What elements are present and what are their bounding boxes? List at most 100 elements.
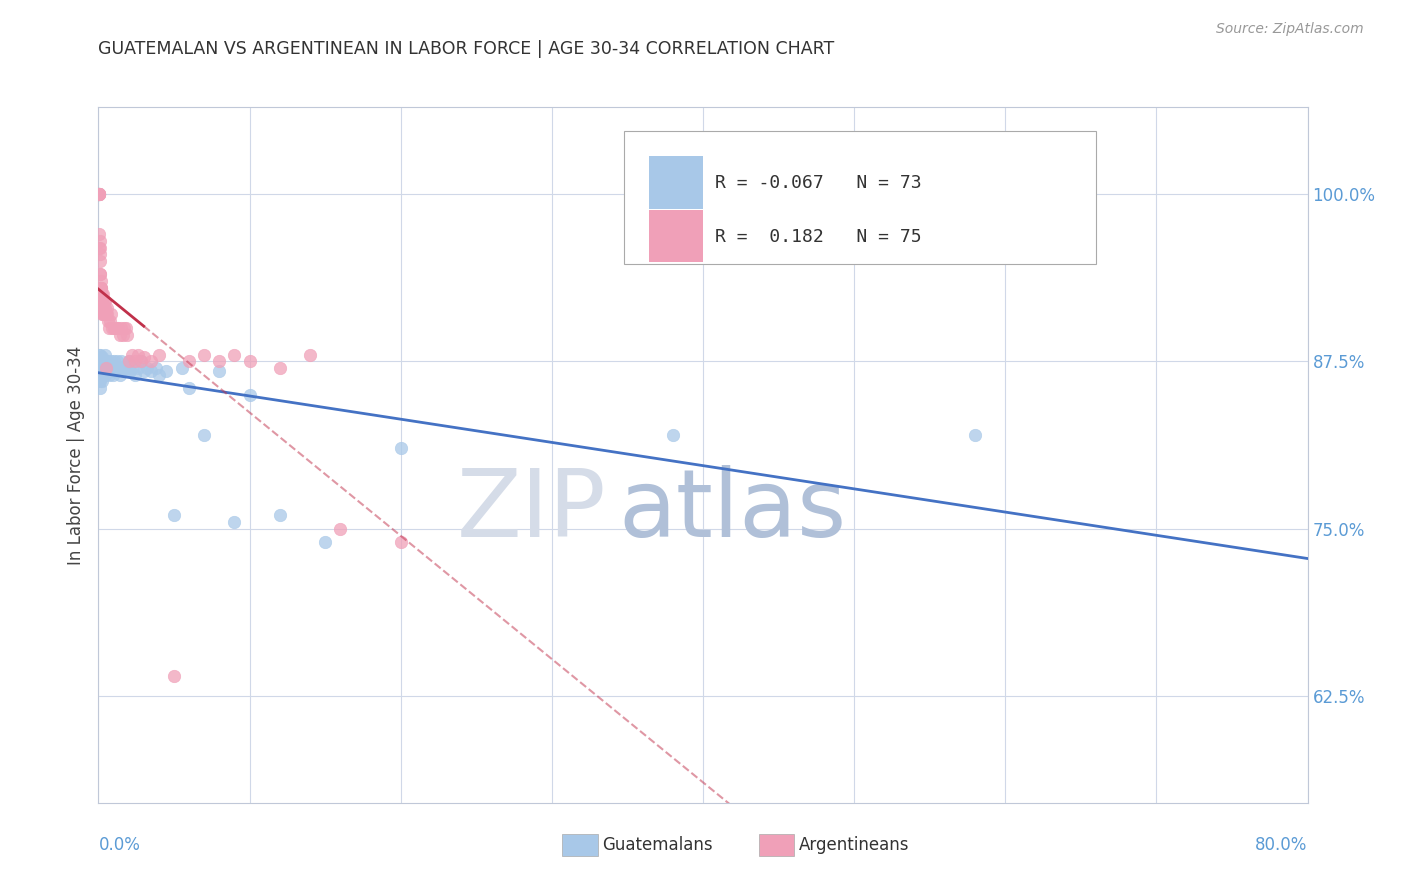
Point	[100, 363, 122, 377]
Point	[91, 360, 114, 375]
Point	[90, 307, 112, 321]
Point	[145, 360, 167, 375]
Point	[89, 381, 111, 395]
Point	[115, 327, 138, 342]
Point	[239, 354, 262, 368]
Point	[91, 354, 114, 368]
Point	[91, 287, 114, 301]
Text: 0.0%: 0.0%	[98, 836, 141, 854]
Point	[104, 360, 127, 375]
Point	[132, 363, 155, 377]
Point	[129, 354, 152, 368]
Point	[94, 360, 117, 375]
FancyBboxPatch shape	[648, 211, 703, 262]
Point	[105, 354, 128, 368]
Point	[101, 368, 124, 382]
Point	[90, 374, 112, 388]
Point	[90, 280, 112, 294]
Point	[100, 307, 122, 321]
Point	[104, 320, 127, 334]
Point	[90, 293, 112, 308]
Text: R =  0.182   N = 75: R = 0.182 N = 75	[716, 227, 922, 245]
Point	[124, 354, 146, 368]
Point	[239, 387, 262, 401]
Point	[90, 293, 112, 308]
Point	[89, 234, 111, 248]
Point	[98, 320, 121, 334]
Point	[94, 347, 117, 361]
Point	[148, 347, 170, 361]
Point	[112, 320, 135, 334]
Point	[90, 280, 112, 294]
Point	[124, 368, 146, 382]
Point	[91, 360, 114, 375]
Point	[101, 320, 124, 334]
Point	[163, 508, 186, 522]
Point	[110, 320, 132, 334]
Point	[91, 301, 114, 315]
Point	[299, 347, 322, 361]
Point	[91, 301, 114, 315]
Text: R = -0.067   N = 73: R = -0.067 N = 73	[716, 174, 922, 192]
Point	[94, 363, 117, 377]
Point	[87, 186, 110, 201]
Point	[89, 253, 111, 268]
Point	[103, 354, 125, 368]
Point	[89, 227, 111, 241]
Text: ZIP: ZIP	[457, 465, 606, 557]
Point	[111, 327, 134, 342]
Point	[89, 186, 111, 201]
Point	[94, 307, 117, 321]
Point	[208, 363, 231, 377]
Point	[127, 347, 149, 361]
Point	[104, 363, 127, 377]
Point	[179, 354, 201, 368]
Text: Guatemalans: Guatemalans	[602, 836, 713, 854]
Point	[135, 360, 157, 375]
Y-axis label: In Labor Force | Age 30-34: In Labor Force | Age 30-34	[67, 345, 86, 565]
Point	[91, 307, 114, 321]
Point	[115, 358, 138, 373]
Point	[107, 360, 129, 375]
Point	[121, 347, 143, 361]
Point	[121, 360, 143, 375]
Point	[208, 354, 231, 368]
Point	[129, 354, 152, 368]
Point	[98, 360, 121, 375]
Point	[662, 428, 685, 442]
Point	[114, 320, 136, 334]
Point	[89, 240, 111, 254]
Point	[89, 186, 111, 201]
Point	[96, 307, 118, 321]
Point	[93, 293, 115, 308]
Point	[93, 363, 115, 377]
Point	[224, 515, 246, 529]
Point	[314, 534, 336, 549]
Point	[89, 247, 111, 261]
Point	[90, 354, 112, 368]
Point	[89, 363, 111, 377]
Text: Source: ZipAtlas.com: Source: ZipAtlas.com	[1216, 22, 1364, 37]
Point	[179, 381, 201, 395]
Point	[97, 314, 120, 328]
Point	[98, 368, 121, 382]
Point	[224, 347, 246, 361]
Point	[91, 368, 114, 382]
Point	[89, 267, 111, 281]
Point	[94, 293, 117, 308]
Point	[90, 358, 112, 373]
Point	[127, 360, 149, 375]
Point	[111, 360, 134, 375]
Text: atlas: atlas	[619, 465, 846, 557]
Point	[105, 320, 128, 334]
Point	[96, 301, 118, 315]
Point	[112, 363, 135, 377]
Point	[90, 363, 112, 377]
Point	[132, 350, 155, 364]
Point	[269, 360, 291, 375]
Point	[90, 293, 112, 308]
Point	[91, 358, 114, 373]
Point	[89, 280, 111, 294]
Point	[94, 301, 117, 315]
Point	[108, 327, 131, 342]
